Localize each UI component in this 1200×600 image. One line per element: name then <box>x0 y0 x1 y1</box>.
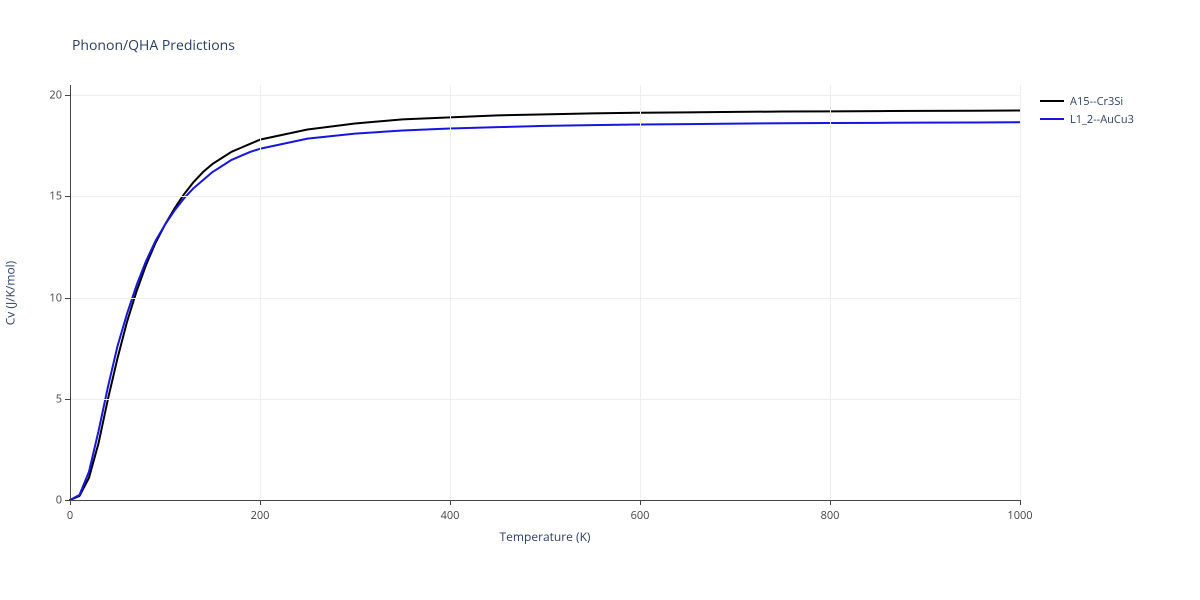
legend-item[interactable]: A15--Cr3Si <box>1040 92 1134 110</box>
x-tick-label: 600 <box>631 508 650 523</box>
grid-line-h <box>70 298 1020 299</box>
y-tick-label: 20 <box>42 88 62 103</box>
y-tick-label: 10 <box>42 290 62 305</box>
x-tick-label: 1000 <box>1007 508 1032 523</box>
grid-line-h <box>70 196 1020 197</box>
series-line[interactable] <box>70 122 1020 500</box>
grid-line-v <box>640 85 641 500</box>
x-tick-label: 800 <box>821 508 840 523</box>
y-axis-label: Cv (J/K/mol) <box>2 243 19 343</box>
grid-line-v <box>830 85 831 500</box>
chart-svg <box>70 85 1020 500</box>
series-line[interactable] <box>70 111 1020 500</box>
chart-root: Phonon/QHA Predictions Temperature (K) C… <box>0 0 1200 600</box>
grid-line-v <box>1020 85 1021 500</box>
y-axis-line <box>70 85 71 500</box>
x-tick-label: 200 <box>251 508 270 523</box>
plot-area[interactable] <box>70 85 1020 500</box>
legend-swatch <box>1040 118 1064 120</box>
x-axis-line <box>70 500 1020 501</box>
x-tick-mark <box>1020 500 1021 505</box>
legend-item[interactable]: L1_2--AuCu3 <box>1040 110 1134 128</box>
x-axis-label: Temperature (K) <box>485 528 605 545</box>
y-tick-label: 15 <box>42 189 62 204</box>
x-tick-label: 0 <box>67 508 73 523</box>
y-tick-label: 0 <box>42 493 62 508</box>
grid-line-h <box>70 95 1020 96</box>
grid-line-h <box>70 399 1020 400</box>
legend[interactable]: A15--Cr3Si L1_2--AuCu3 <box>1040 92 1134 128</box>
chart-title: Phonon/QHA Predictions <box>72 36 235 55</box>
grid-line-v <box>260 85 261 500</box>
legend-label: A15--Cr3Si <box>1070 94 1123 109</box>
x-tick-label: 400 <box>441 508 460 523</box>
y-tick-label: 5 <box>42 391 62 406</box>
legend-label: L1_2--AuCu3 <box>1070 112 1134 127</box>
grid-line-v <box>450 85 451 500</box>
legend-swatch <box>1040 100 1064 102</box>
